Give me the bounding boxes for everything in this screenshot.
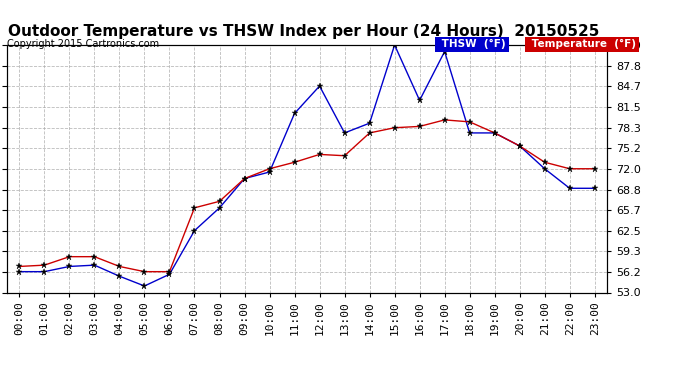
Text: Temperature  (°F): Temperature (°F) (528, 39, 636, 50)
Text: THSW  (°F): THSW (°F) (438, 39, 506, 50)
Text: Outdoor Temperature vs THSW Index per Hour (24 Hours)  20150525: Outdoor Temperature vs THSW Index per Ho… (8, 24, 600, 39)
Text: Copyright 2015 Cartronics.com: Copyright 2015 Cartronics.com (7, 39, 159, 50)
